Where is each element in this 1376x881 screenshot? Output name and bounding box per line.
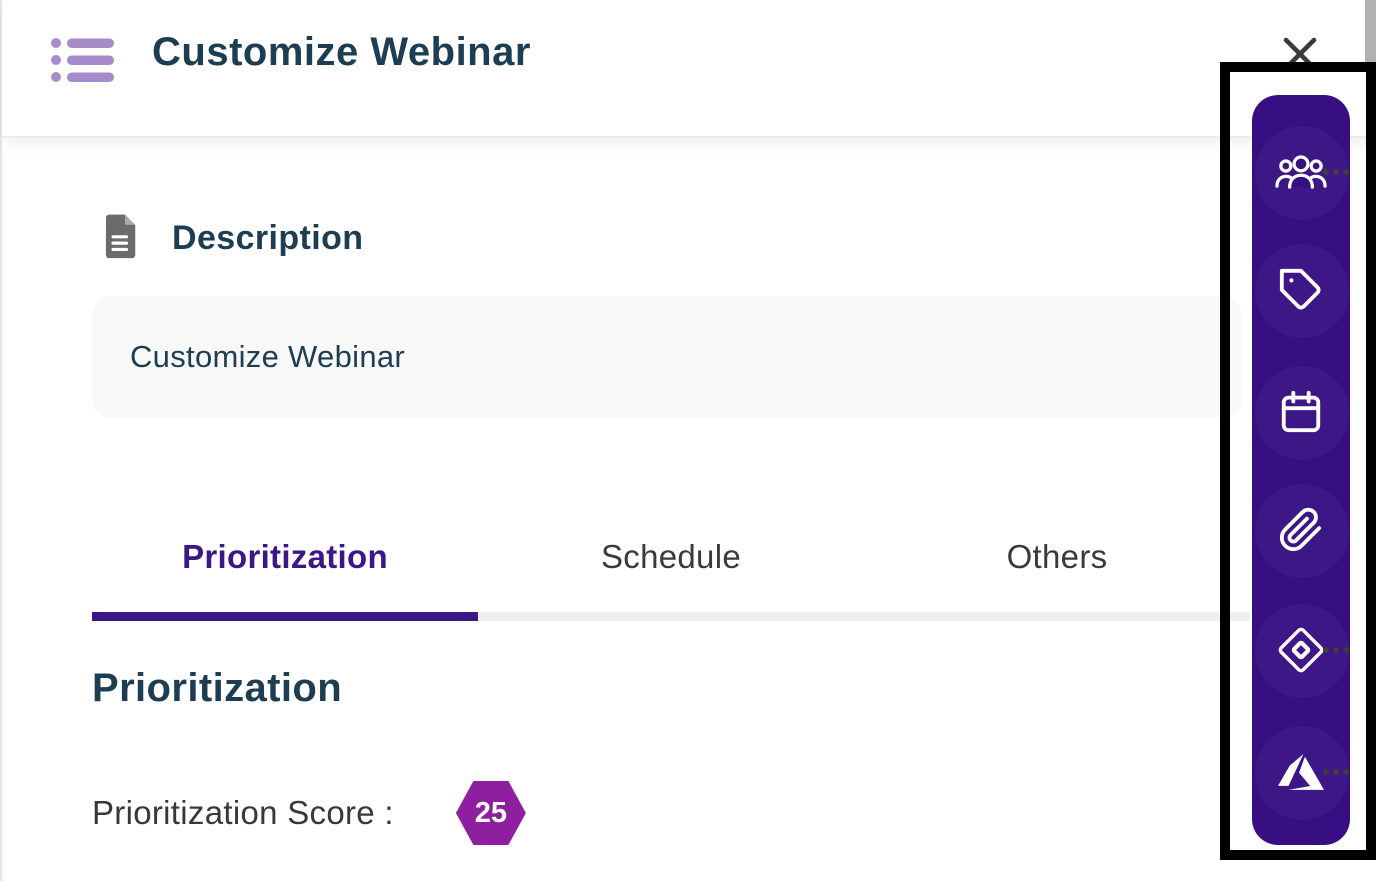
overflow-dots bbox=[1323, 169, 1349, 175]
tab-prioritization[interactable]: Prioritization bbox=[182, 538, 388, 575]
active-tab-indicator bbox=[92, 612, 478, 621]
document-icon bbox=[102, 212, 140, 265]
side-toolbar bbox=[1252, 95, 1350, 845]
score-badge: 25 bbox=[455, 781, 526, 845]
attachment-icon[interactable] bbox=[1252, 481, 1350, 579]
modal-header: Customize Webinar bbox=[2, 0, 1376, 138]
tag-icon[interactable] bbox=[1252, 241, 1350, 339]
vertical-scrollbar[interactable] bbox=[1365, 0, 1376, 62]
score-value: 25 bbox=[474, 796, 508, 829]
score-row: Prioritization Score : 25 bbox=[92, 781, 526, 845]
tab-underline bbox=[92, 612, 1250, 621]
score-label: Prioritization Score : bbox=[92, 794, 394, 831]
calendar-icon[interactable] bbox=[1252, 363, 1350, 461]
description-section-header: Description bbox=[102, 212, 363, 265]
close-icon[interactable] bbox=[1276, 30, 1324, 78]
milestone-icon[interactable] bbox=[1252, 601, 1350, 699]
tab-schedule[interactable]: Schedule bbox=[600, 538, 741, 575]
section-heading: Prioritization bbox=[92, 666, 343, 710]
description-field[interactable]: Customize Webinar bbox=[92, 296, 1242, 418]
description-value: Customize Webinar bbox=[130, 339, 406, 374]
page-title: Customize Webinar bbox=[152, 30, 531, 74]
description-label: Description bbox=[172, 219, 364, 257]
tab-others[interactable]: Others bbox=[1006, 538, 1108, 575]
attendees-icon[interactable] bbox=[1252, 123, 1350, 221]
overflow-dots bbox=[1323, 647, 1349, 653]
list-menu-icon bbox=[50, 36, 116, 89]
overflow-dots bbox=[1323, 769, 1349, 775]
tab-bar: Prioritization Schedule Others bbox=[92, 528, 1250, 612]
azure-icon[interactable] bbox=[1252, 723, 1350, 821]
